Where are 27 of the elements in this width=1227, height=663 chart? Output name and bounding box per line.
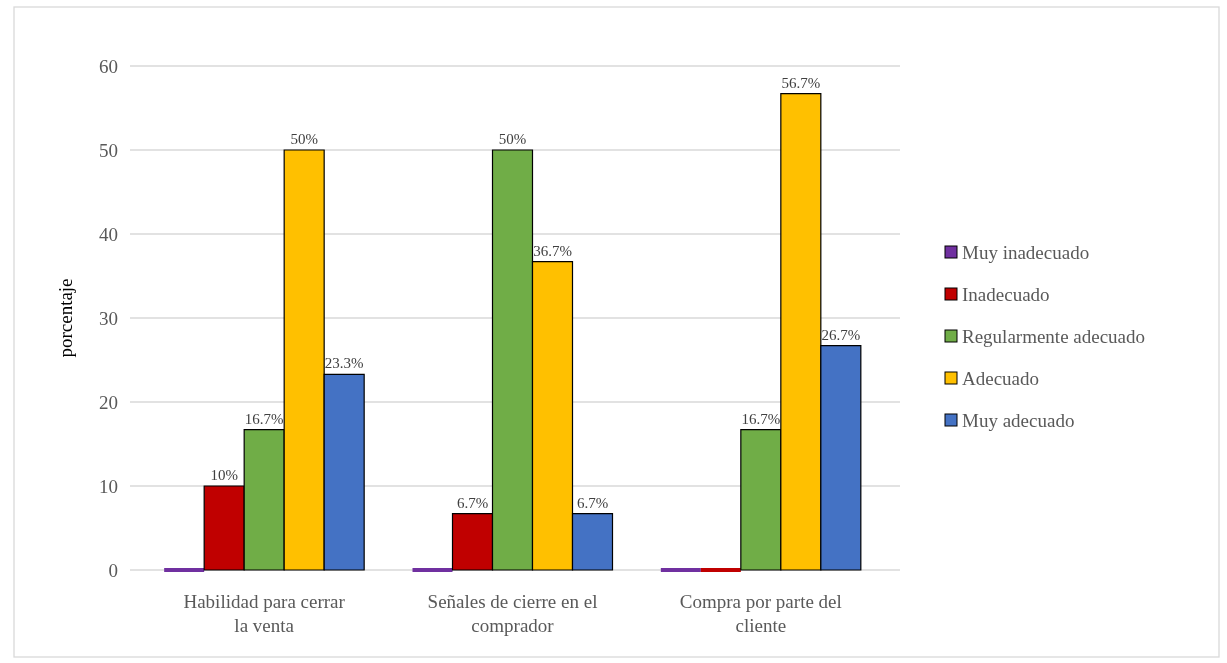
legend-label: Adecuado xyxy=(962,367,1040,389)
y-tick-label: 60 xyxy=(99,55,118,77)
data-label: 23.3% xyxy=(324,355,364,372)
x-tick-label: Compra por parte del cliente xyxy=(679,591,842,636)
legend-label: Regularmente adecuado xyxy=(962,325,1146,347)
y-tick-label: 20 xyxy=(99,391,118,413)
data-label: 16.7% xyxy=(741,410,781,427)
data-label: 56.7% xyxy=(781,74,821,91)
data-label: 6.7% xyxy=(576,494,609,511)
legend-label: Inadecuado xyxy=(962,283,1050,305)
data-label: 10% xyxy=(210,467,238,483)
y-axis-title: porcentaje xyxy=(55,278,76,358)
x-tick-label: Señales de cierre en el comprador xyxy=(427,591,598,636)
legend-label: Muy inadecuado xyxy=(962,241,1090,263)
data-label: 50% xyxy=(290,131,318,147)
y-tick-label: 0 xyxy=(108,559,118,581)
x-tick-label: Habilidad para cerrar la venta xyxy=(183,591,346,636)
y-tick-label: 30 xyxy=(99,307,118,329)
data-label: 16.7% xyxy=(244,410,284,427)
legend-label: Muy adecuado xyxy=(962,409,1075,431)
data-label: 36.7% xyxy=(533,242,572,259)
data-label: 6.7% xyxy=(456,494,489,511)
y-tick-label: 50 xyxy=(99,139,118,161)
data-label: 50% xyxy=(498,131,527,147)
y-tick-label: 40 xyxy=(99,223,118,245)
y-tick-label: 10 xyxy=(99,475,118,497)
data-label: 26.7% xyxy=(821,326,861,343)
